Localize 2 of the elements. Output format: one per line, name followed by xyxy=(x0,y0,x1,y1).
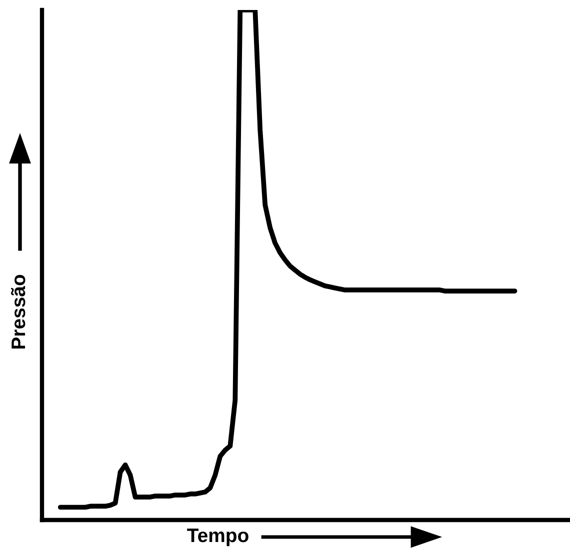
x-axis-title: Tempo xyxy=(187,528,248,546)
y-axis-title: Pressão xyxy=(11,274,26,349)
